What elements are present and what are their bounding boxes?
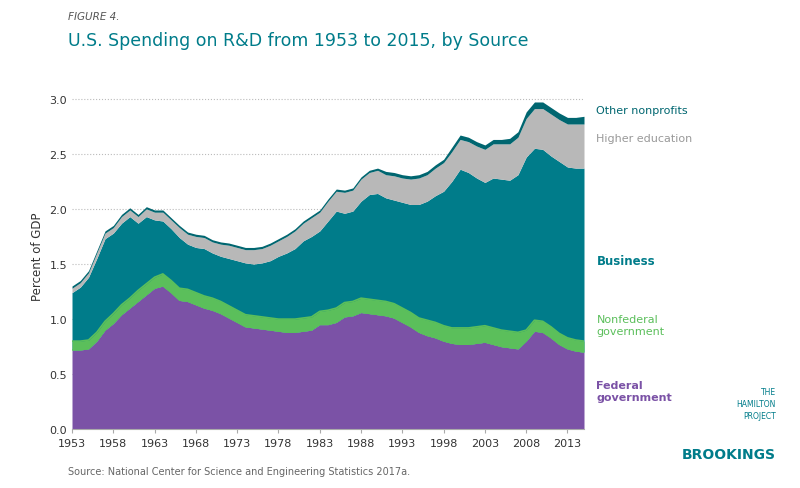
- Y-axis label: Percent of GDP: Percent of GDP: [31, 212, 44, 300]
- Text: Business: Business: [596, 254, 655, 267]
- Text: Higher education: Higher education: [596, 134, 693, 143]
- Text: THE
HAMILTON
PROJECT: THE HAMILTON PROJECT: [737, 387, 776, 420]
- Text: FIGURE 4.: FIGURE 4.: [68, 12, 119, 22]
- Text: Federal
government: Federal government: [596, 380, 672, 402]
- Text: Other nonprofits: Other nonprofits: [596, 106, 688, 116]
- Text: Source: National Center for Science and Engineering Statistics 2017a.: Source: National Center for Science and …: [68, 466, 410, 476]
- Text: BROOKINGS: BROOKINGS: [682, 447, 776, 461]
- Text: Nonfederal
government: Nonfederal government: [596, 314, 665, 336]
- Text: U.S. Spending on R&D from 1953 to 2015, by Source: U.S. Spending on R&D from 1953 to 2015, …: [68, 32, 529, 50]
